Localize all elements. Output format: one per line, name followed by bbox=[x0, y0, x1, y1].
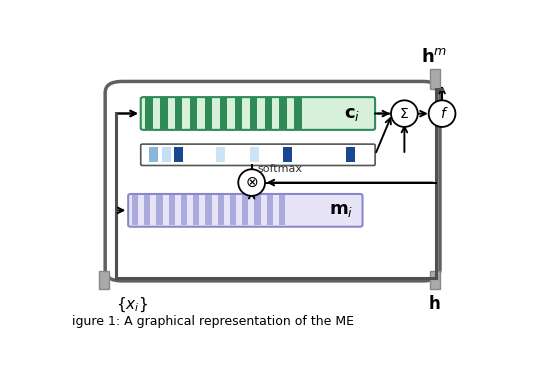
Bar bbox=[249, 98, 257, 128]
Bar bbox=[279, 98, 287, 128]
Bar bbox=[294, 98, 302, 128]
FancyBboxPatch shape bbox=[141, 144, 375, 165]
Bar bbox=[254, 195, 261, 225]
FancyBboxPatch shape bbox=[128, 194, 362, 227]
Text: $\mathbf{h}^m$: $\mathbf{h}^m$ bbox=[421, 48, 448, 66]
Bar bbox=[145, 98, 153, 128]
Bar bbox=[161, 147, 171, 162]
Text: $\mathbf{h}$: $\mathbf{h}$ bbox=[428, 295, 441, 313]
Text: softmax: softmax bbox=[258, 165, 303, 175]
FancyBboxPatch shape bbox=[141, 97, 375, 130]
Bar bbox=[132, 195, 138, 225]
Bar bbox=[429, 68, 440, 88]
Bar bbox=[175, 98, 183, 128]
Bar bbox=[279, 195, 285, 225]
Bar bbox=[160, 98, 167, 128]
Bar bbox=[283, 147, 292, 162]
Bar bbox=[218, 195, 224, 225]
Ellipse shape bbox=[391, 100, 418, 127]
Bar bbox=[149, 147, 158, 162]
Bar bbox=[190, 98, 198, 128]
Text: $\Sigma$: $\Sigma$ bbox=[400, 107, 409, 121]
Text: $\otimes$: $\otimes$ bbox=[245, 175, 258, 190]
Bar bbox=[205, 98, 212, 128]
Bar bbox=[429, 271, 440, 289]
Bar bbox=[242, 195, 248, 225]
Bar bbox=[230, 195, 236, 225]
Text: $\{x_i\}$: $\{x_i\}$ bbox=[117, 295, 148, 313]
Bar bbox=[220, 98, 227, 128]
Text: igure 1: A graphical representation of the ME: igure 1: A graphical representation of t… bbox=[72, 315, 354, 328]
Ellipse shape bbox=[429, 100, 455, 127]
Bar bbox=[168, 195, 175, 225]
Bar bbox=[144, 195, 150, 225]
Bar bbox=[181, 195, 187, 225]
Bar bbox=[216, 147, 225, 162]
Text: $\mathbf{m}_i$: $\mathbf{m}_i$ bbox=[329, 202, 354, 219]
Bar bbox=[174, 147, 184, 162]
Bar bbox=[205, 195, 212, 225]
Text: f: f bbox=[440, 107, 444, 121]
Text: $\mathbf{c}_i$: $\mathbf{c}_i$ bbox=[344, 105, 360, 122]
Bar bbox=[99, 271, 109, 289]
Bar bbox=[265, 98, 272, 128]
Bar bbox=[235, 98, 242, 128]
Bar bbox=[193, 195, 199, 225]
Bar bbox=[157, 195, 163, 225]
Ellipse shape bbox=[238, 169, 265, 196]
Bar bbox=[346, 147, 355, 162]
Bar bbox=[249, 147, 259, 162]
Bar bbox=[267, 195, 273, 225]
